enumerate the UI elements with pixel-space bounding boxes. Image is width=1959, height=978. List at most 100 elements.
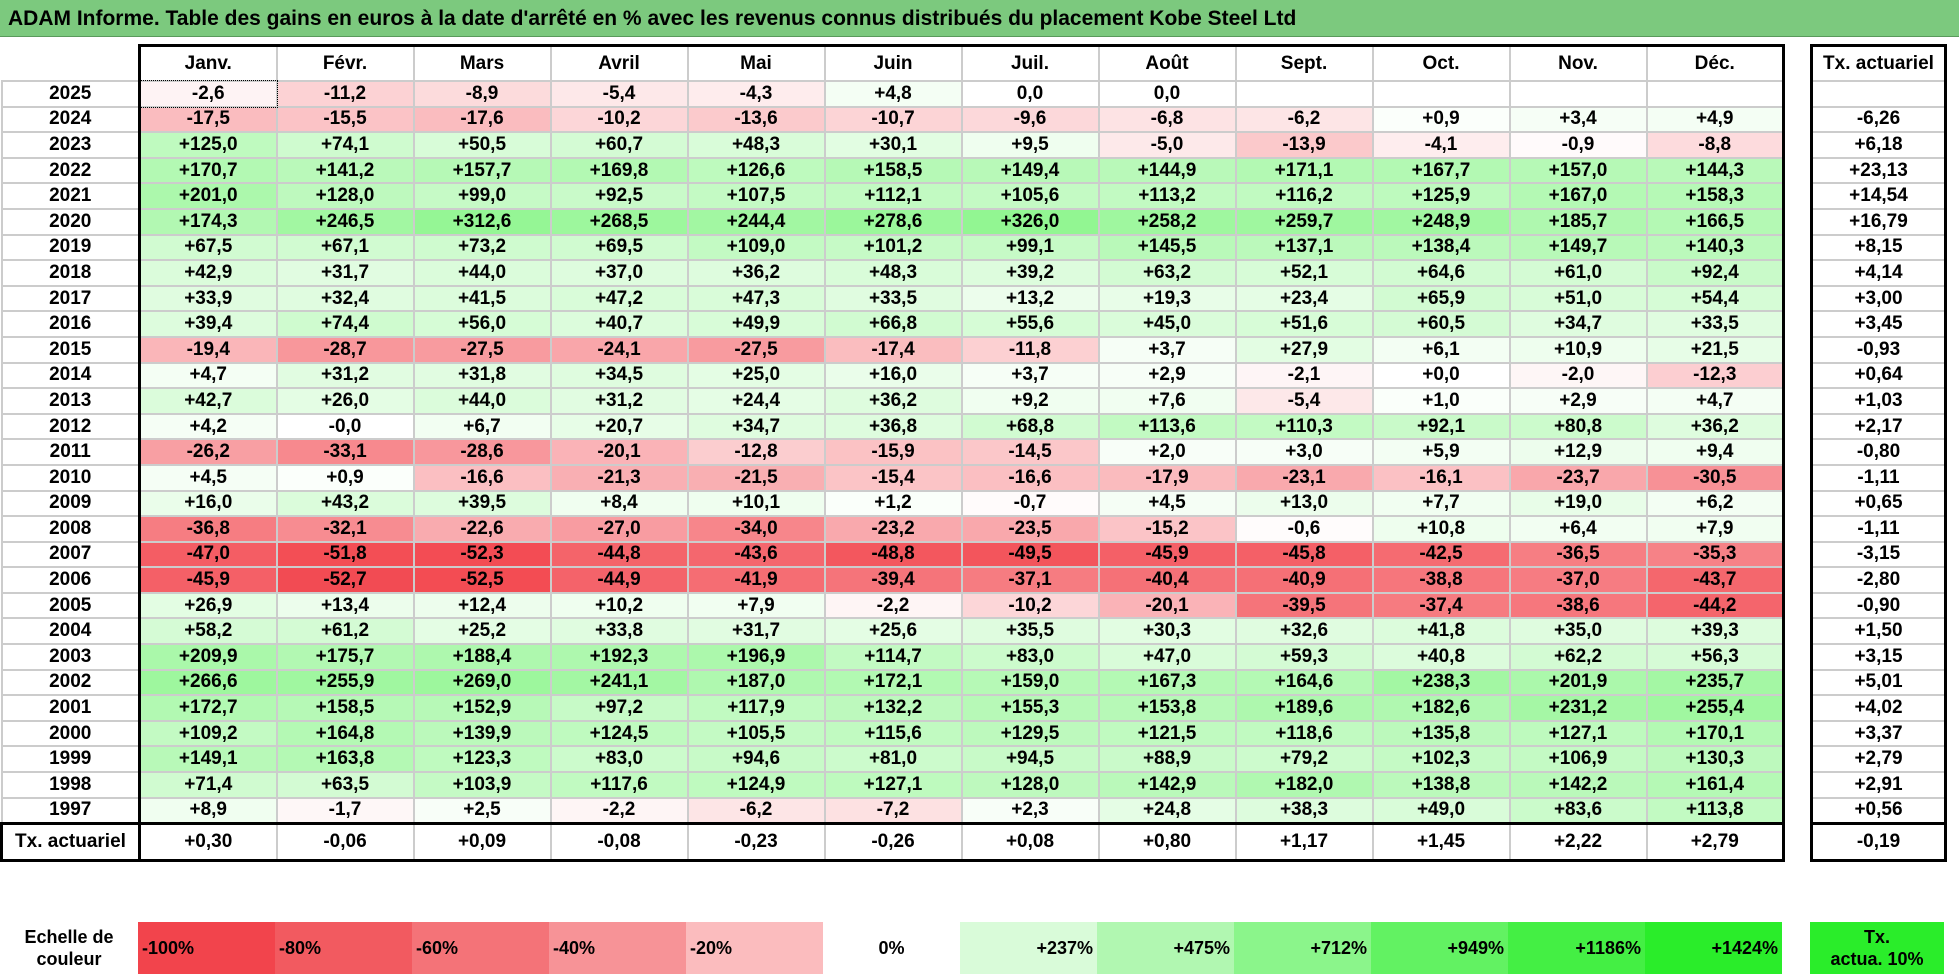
year-cell: 2014 — [0, 361, 141, 390]
gain-cell: +19,0 — [1508, 489, 1648, 518]
column-spacer — [1783, 234, 1812, 261]
column-spacer — [1783, 388, 1812, 414]
table-body: 2025 -2,6 -11,2 -8,9 -5,4 -4,3 +4,8 0,0 0,0 2024-… — [0, 80, 1947, 863]
gain-cell: +244,4 — [686, 207, 826, 236]
table-row: 2017 +33,9 +32,4 +41,5 +47,2 +47,3 +33,5 +13,2 +… — [0, 284, 1947, 313]
gain-cell: -44,8 — [549, 540, 689, 569]
report-title: ADAM Informe. Table des gains en euros à… — [0, 0, 1959, 37]
actuarial-rate-cell: +8,15 — [1810, 233, 1947, 262]
gain-cell: -28,6 — [412, 438, 552, 466]
column-spacer — [1783, 132, 1812, 158]
gain-cell: +149,1 — [138, 745, 278, 774]
actuarial-rate-cell: +16,79 — [1810, 207, 1947, 236]
gain-cell: +187,0 — [686, 668, 826, 697]
year-cell: 2011 — [0, 438, 141, 466]
gain-cell: -20,1 — [1097, 591, 1237, 620]
gain-cell: +83,0 — [549, 745, 689, 774]
gain-cell: +109,2 — [138, 719, 278, 748]
gain-cell: +170,7 — [138, 156, 278, 185]
column-spacer — [1783, 490, 1812, 517]
total-cell: +2,22 — [1508, 822, 1648, 863]
gain-cell: -44,2 — [1645, 591, 1785, 620]
gain-cell: +141,2 — [275, 156, 415, 185]
gain-cell: -4,3 — [686, 80, 826, 108]
gain-cell: +107,5 — [686, 182, 826, 210]
gain-cell: +2,5 — [412, 796, 552, 825]
gain-cell: -42,5 — [1371, 540, 1511, 569]
gain-cell: +5,9 — [1371, 438, 1511, 466]
gain-cell: +129,5 — [960, 719, 1100, 748]
gain-cell: +144,9 — [1097, 156, 1237, 185]
gain-cell: +33,8 — [549, 617, 689, 646]
gain-cell: -52,7 — [275, 566, 415, 594]
gain-cell: +26,9 — [138, 591, 278, 620]
gain-cell: +269,0 — [412, 668, 552, 697]
year-cell: 2019 — [0, 233, 141, 262]
total-cell: -0,26 — [823, 822, 963, 863]
gain-cell: -17,9 — [1097, 463, 1237, 492]
gain-cell: +65,9 — [1371, 284, 1511, 313]
gain-cell: +167,7 — [1371, 156, 1511, 185]
gain-cell: -6,2 — [686, 796, 826, 825]
gain-cell: -43,7 — [1645, 566, 1785, 594]
gain-cell: -5,4 — [549, 80, 689, 108]
color-scale: Echelle de couleur -100% -80% -60% -40% -20%… — [0, 922, 1944, 974]
total-actuarial-rate: -0,19 — [1810, 822, 1947, 863]
year-cell: 2020 — [0, 207, 141, 236]
gain-cell: +138,4 — [1371, 233, 1511, 262]
actuarial-rate-cell: +1,03 — [1810, 387, 1947, 415]
gain-cell: +124,9 — [686, 771, 826, 799]
actuarial-rate-cell: -1,11 — [1810, 463, 1947, 492]
column-spacer — [1783, 644, 1812, 670]
gain-cell: +201,0 — [138, 182, 278, 210]
color-scale-swatch: 0% — [823, 922, 960, 974]
gain-cell: +3,7 — [960, 361, 1100, 390]
actuarial-rate-cell: -2,80 — [1810, 566, 1947, 594]
gain-cell: +7,9 — [686, 591, 826, 620]
column-spacer — [1783, 464, 1812, 491]
gain-cell: -39,5 — [1234, 591, 1374, 620]
gain-cell: +185,7 — [1508, 207, 1648, 236]
total-cell: +0,08 — [960, 822, 1100, 863]
gain-cell: +39,5 — [412, 489, 552, 518]
column-spacer — [1783, 336, 1812, 363]
gain-cell: -13,6 — [686, 105, 826, 134]
gain-cell: -1,7 — [275, 796, 415, 825]
column-spacer — [1783, 567, 1812, 593]
gain-cell: +44,0 — [412, 259, 552, 287]
gain-cell: +52,1 — [1234, 259, 1374, 287]
year-cell: 1999 — [0, 745, 141, 774]
gain-cell: +144,3 — [1645, 156, 1785, 185]
gain-cell: +255,4 — [1645, 694, 1785, 722]
gain-cell: -40,4 — [1097, 566, 1237, 594]
gain-cell: +152,9 — [412, 694, 552, 722]
year-cell: 2010 — [0, 463, 141, 492]
gain-cell: +0,9 — [275, 463, 415, 492]
gain-cell: -45,9 — [138, 566, 278, 594]
gain-cell: +39,4 — [138, 310, 278, 338]
gain-cell: -32,1 — [275, 515, 415, 543]
column-spacer — [1783, 285, 1812, 312]
table-row: 2023 +125,0 +74,1 +50,5 +60,7 +48,3 +30,1 +9,5-… — [0, 131, 1947, 159]
gain-cell: -52,3 — [412, 540, 552, 569]
gain-cell: +157,0 — [1508, 156, 1648, 185]
gain-cell: +4,7 — [1645, 387, 1785, 415]
year-cell: 2001 — [0, 694, 141, 722]
color-scale-swatch: +1424% — [1645, 922, 1782, 974]
gain-cell: +7,9 — [1645, 515, 1785, 543]
table-row: 2004 +58,2 +61,2 +25,2 +33,8 +31,7 +25,6 +35,5 +… — [0, 617, 1947, 646]
column-spacer — [1783, 183, 1812, 209]
gain-cell: +63,5 — [275, 771, 415, 799]
color-scale-label-line2: couleur — [36, 949, 102, 969]
gain-cell: +3,4 — [1508, 105, 1648, 134]
gain-cell: +139,9 — [412, 719, 552, 748]
gain-cell: +2,9 — [1097, 361, 1237, 390]
gain-cell: +81,0 — [823, 745, 963, 774]
gain-cell: +47,3 — [686, 284, 826, 313]
actuarial-rate-cell — [1810, 80, 1947, 108]
gain-cell: +94,5 — [960, 745, 1100, 774]
column-spacer — [1782, 922, 1810, 974]
total-cell: +1,17 — [1234, 822, 1374, 863]
gain-cell: +92,5 — [549, 182, 689, 210]
gain-cell: -20,1 — [549, 438, 689, 466]
